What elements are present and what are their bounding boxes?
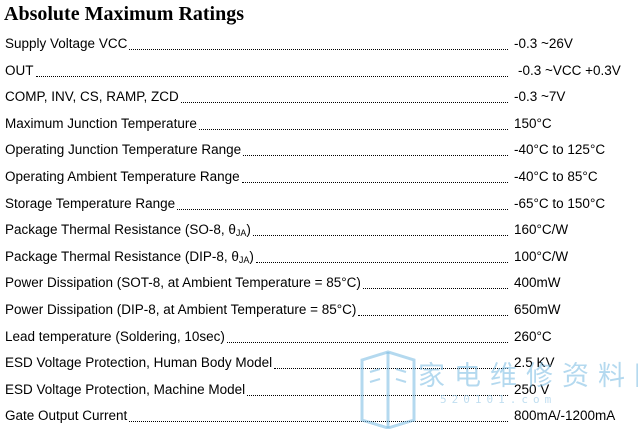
rating-row: Operating Junction Temperature Range -40… xyxy=(0,137,638,164)
parameter-label: ESD Voltage Protection, Human Body Model xyxy=(5,355,273,371)
rating-row: Package Thermal Resistance (SO-8, θJA) 1… xyxy=(0,217,638,244)
rating-value: -40°C to 125°C xyxy=(514,142,606,158)
dot-leader xyxy=(358,314,508,316)
rating-row: ESD Voltage Protection, Machine Model 25… xyxy=(0,377,638,404)
dot-leader xyxy=(243,155,508,157)
rating-value: 650mW xyxy=(514,301,561,317)
dot-leader xyxy=(363,288,508,290)
parameter-label: Power Dissipation (DIP-8, at Ambient Tem… xyxy=(5,301,357,317)
rating-value: 400mW xyxy=(514,275,561,291)
dot-leader xyxy=(253,235,508,237)
rating-row: OUT -0.3 ~VCC +0.3V xyxy=(0,58,638,85)
rating-value: 2.5 KV xyxy=(514,355,555,371)
rating-row: Power Dissipation (SOT-8, at Ambient Tem… xyxy=(0,270,638,297)
dot-leader xyxy=(274,368,508,370)
parameter-label: Lead temperature (Soldering, 10sec) xyxy=(5,328,225,344)
rating-value: 250 V xyxy=(514,381,550,397)
rating-value: -0.3 ~VCC +0.3V xyxy=(518,62,621,78)
parameter-label: Supply Voltage VCC xyxy=(5,36,128,51)
rating-value: 260°C xyxy=(514,328,552,344)
rating-row: Operating Ambient Temperature Range -40°… xyxy=(0,164,638,191)
parameter-label: COMP, INV, CS, RAMP, ZCD xyxy=(5,89,179,105)
rating-row: ESD Voltage Protection, Human Body Model… xyxy=(0,350,638,377)
parameter-label: Package Thermal Resistance (SO-8, θJA) xyxy=(5,222,251,239)
rating-row: Storage Temperature Range -65°C to 150°C xyxy=(0,191,638,218)
rating-row: Maximum Junction Temperature 150°C xyxy=(0,111,638,138)
rating-row: Power Dissipation (DIP-8, at Ambient Tem… xyxy=(0,297,638,324)
parameter-label: Operating Ambient Temperature Range xyxy=(5,168,240,184)
parameter-label: Operating Junction Temperature Range xyxy=(5,142,242,158)
dot-leader xyxy=(181,102,508,104)
dot-leader xyxy=(199,128,508,130)
parameter-label: Storage Temperature Range xyxy=(5,195,176,211)
dot-leader xyxy=(247,394,508,396)
rating-value: 160°C/W xyxy=(514,222,569,238)
dot-leader xyxy=(129,49,508,50)
parameter-label: Power Dissipation (SOT-8, at Ambient Tem… xyxy=(5,275,361,291)
parameter-label: OUT xyxy=(5,62,34,78)
rating-value: 100°C/W xyxy=(514,248,569,264)
section-title: Absolute Maximum Ratings xyxy=(4,3,245,25)
rating-row: COMP, INV, CS, RAMP, ZCD -0.3 ~7V xyxy=(0,84,638,111)
parameter-label: Gate Output Current xyxy=(5,408,128,424)
dot-leader xyxy=(227,341,508,343)
parameter-label: ESD Voltage Protection, Machine Model xyxy=(5,381,246,397)
parameter-label: Package Thermal Resistance (DIP-8, θJA) xyxy=(5,248,254,265)
parameter-label: Maximum Junction Temperature xyxy=(5,115,197,131)
dot-leader xyxy=(177,208,508,210)
dot-leader xyxy=(129,421,508,423)
rating-value: -0.3 ~7V xyxy=(514,89,566,105)
rating-row: Supply Voltage VCC -0.3 ~26V xyxy=(0,31,638,58)
rating-row: Package Thermal Resistance (DIP-8, θJA) … xyxy=(0,244,638,271)
dot-leader xyxy=(242,181,508,183)
rating-row: Lead temperature (Soldering, 10sec) 260°… xyxy=(0,324,638,351)
rating-value: 800mA/-1200mA xyxy=(514,408,616,424)
rating-value: -40°C to 85°C xyxy=(514,168,598,184)
dot-leader xyxy=(256,261,508,263)
ratings-table: Supply Voltage VCC -0.3 ~26V OUT -0.3 ~V… xyxy=(0,31,638,429)
rating-row: Gate Output Current 800mA/-1200mA xyxy=(0,403,638,429)
dot-leader xyxy=(36,75,508,77)
rating-value: 150°C xyxy=(514,115,552,131)
rating-value: -0.3 ~26V xyxy=(514,36,573,51)
rating-value: -65°C to 150°C xyxy=(514,195,606,211)
